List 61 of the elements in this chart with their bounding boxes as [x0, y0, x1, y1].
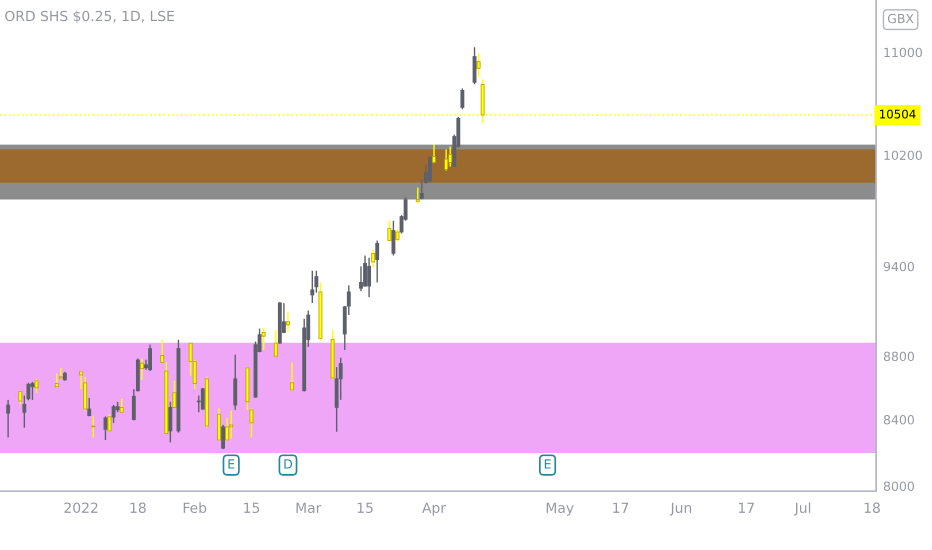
candlestick — [416, 186, 420, 205]
candlestick — [54, 372, 59, 388]
candlestick — [444, 148, 448, 172]
candlestick — [108, 414, 112, 432]
candlestick — [476, 52, 481, 78]
text: GBX — [888, 14, 914, 24]
x-tick-label: 2022 — [64, 502, 98, 514]
y-tick-label: 8400 — [884, 415, 914, 424]
candlestick — [432, 144, 436, 164]
candlestick — [391, 220, 396, 256]
x-tick-label: May — [546, 502, 574, 516]
candlestick — [371, 248, 376, 268]
y-tick-label: 8000 — [884, 482, 914, 491]
y-tick-label: 10200 — [884, 150, 922, 160]
candlestick — [428, 156, 432, 184]
candlestick — [396, 228, 400, 242]
x-tick-label: Mar — [296, 502, 322, 514]
candlestick — [34, 378, 38, 394]
x-tick-label: Feb — [184, 502, 206, 514]
candlestick — [148, 344, 152, 372]
candlestick — [375, 240, 380, 284]
x-tick-label: Apr — [422, 502, 446, 516]
x-tick-label: Jul — [794, 502, 810, 516]
candlestick — [6, 399, 10, 438]
candlestick — [112, 404, 116, 424]
candlestick — [168, 401, 172, 444]
candlestick — [387, 220, 392, 242]
x-tick-label: 17 — [738, 502, 754, 513]
candlestick — [140, 358, 144, 380]
candlestick — [229, 410, 234, 440]
candlestick — [310, 270, 314, 304]
candlestick — [30, 381, 34, 401]
ref-line-label: 10504 — [880, 110, 916, 119]
candlestick — [87, 397, 92, 418]
annotation: E — [544, 459, 551, 469]
annotation: D — [284, 459, 292, 469]
x-tick-label: 17 — [613, 502, 628, 513]
candlestick — [120, 398, 124, 414]
candlestick — [200, 387, 205, 411]
x-tick-label: Jun — [670, 502, 692, 516]
y-tick-label: 8800 — [884, 352, 914, 362]
y-tick-label: 11000 — [884, 48, 922, 58]
candlestick — [262, 327, 266, 351]
candlestick — [460, 88, 464, 110]
candlestick — [286, 311, 290, 332]
candlestick — [91, 416, 96, 438]
candlestick — [274, 329, 278, 358]
candlestick — [448, 146, 452, 168]
annotation: E — [228, 459, 234, 469]
candlestick — [104, 416, 108, 441]
candlestick — [367, 256, 372, 298]
candlestick — [172, 380, 176, 409]
candlestick — [290, 362, 294, 392]
candlestick — [18, 390, 22, 405]
y-tick-label: 9400 — [884, 262, 914, 272]
text: ORD SHS $0.25, 1D, LSE — [5, 10, 174, 24]
x-tick-label: 18 — [130, 502, 146, 514]
x-tick-label: 18 — [864, 502, 880, 514]
candlestick — [221, 424, 226, 450]
x-tick-label: 15 — [358, 502, 373, 514]
x-tick-label: 15 — [244, 502, 260, 514]
